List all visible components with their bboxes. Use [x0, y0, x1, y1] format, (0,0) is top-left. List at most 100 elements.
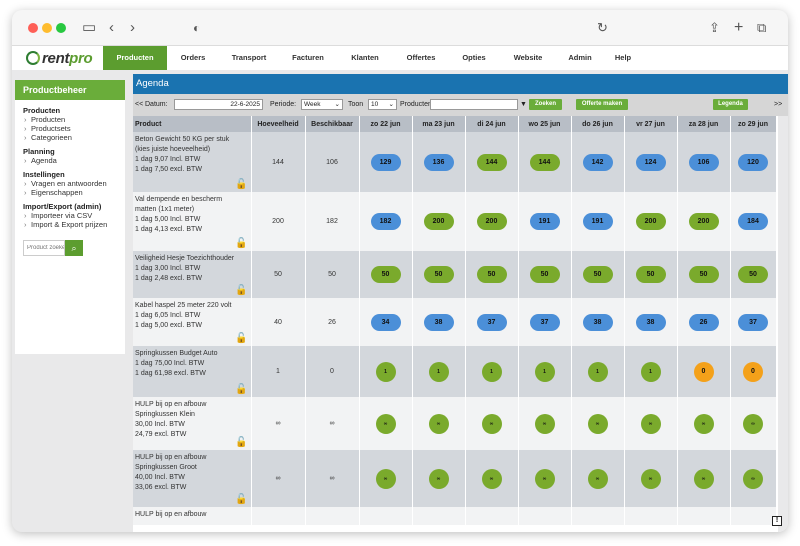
- availability-badge[interactable]: 120: [738, 153, 768, 171]
- next-week-button[interactable]: >>: [774, 101, 783, 108]
- sidebar-link-categorieen[interactable]: Categorieen: [23, 133, 121, 142]
- chevron-left-icon[interactable]: ‹: [109, 19, 114, 36]
- availability-badge[interactable]: 200: [635, 213, 666, 230]
- availability-badge[interactable]: 182: [370, 213, 401, 230]
- nav-item-klanten[interactable]: Klanten: [351, 53, 379, 62]
- nav-item-opties[interactable]: Opties: [462, 53, 486, 62]
- availability-badge[interactable]: 200: [688, 213, 719, 230]
- availability-badge[interactable]: 1: [375, 361, 396, 382]
- availability-badge[interactable]: ∞: [481, 413, 502, 434]
- product-search-input[interactable]: [23, 240, 65, 256]
- availability-badge[interactable]: 50: [582, 266, 613, 283]
- lock-icon[interactable]: 🔓: [235, 384, 248, 395]
- nav-item-website[interactable]: Website: [513, 53, 543, 62]
- sidebar-link-agenda[interactable]: Agenda: [23, 156, 121, 165]
- availability-badge[interactable]: 1: [481, 361, 502, 382]
- product-name[interactable]: Veiligheid Hesje Toezichthouder: [135, 255, 235, 262]
- vertical-scrollbar[interactable]: [778, 116, 788, 532]
- availability-badge[interactable]: 34: [370, 313, 401, 331]
- product-name[interactable]: Val dempende en bescherm matten (1x1 met…: [135, 196, 223, 213]
- availability-badge[interactable]: 37: [476, 313, 507, 331]
- availability-badge[interactable]: 1: [587, 361, 608, 382]
- reload-icon[interactable]: ↻: [597, 20, 608, 35]
- availability-badge[interactable]: ∞: [693, 413, 714, 434]
- availability-badge[interactable]: 50: [635, 266, 666, 283]
- column-header[interactable]: Hoeveelheid: [251, 116, 306, 132]
- lock-icon[interactable]: 🔓: [235, 285, 248, 296]
- search-icon[interactable]: ⌕: [65, 240, 83, 256]
- product-name[interactable]: HULP bij op en afbouw Springkussen Klein: [135, 401, 207, 418]
- availability-badge[interactable]: 50: [423, 266, 454, 283]
- minimize-window-button[interactable]: [42, 23, 52, 33]
- sidebar-link-vragen-en-antwoorden[interactable]: Vragen en antwoorden: [23, 179, 121, 188]
- period-select[interactable]: Week ⌄: [301, 99, 343, 110]
- nav-item-admin[interactable]: Admin: [568, 53, 592, 62]
- product-name[interactable]: HULP bij op en afbouw Springkussen Groot: [135, 454, 207, 471]
- availability-badge[interactable]: 144: [476, 153, 507, 171]
- exclamation-icon[interactable]: !: [772, 516, 782, 526]
- availability-badge[interactable]: ∞: [428, 468, 449, 489]
- availability-badge[interactable]: ∞: [375, 413, 396, 434]
- availability-badge[interactable]: 136: [423, 153, 454, 171]
- sidebar-link-eigenschappen[interactable]: Eigenschappen: [23, 188, 121, 197]
- availability-badge[interactable]: ∞: [428, 413, 449, 434]
- availability-badge[interactable]: 106: [688, 153, 719, 171]
- maximize-window-button[interactable]: [56, 23, 66, 33]
- legend-button[interactable]: Legenda: [713, 99, 748, 110]
- availability-badge[interactable]: ∞: [693, 468, 714, 489]
- tabs-icon[interactable]: ⧉: [757, 20, 767, 35]
- dropdown-arrow-icon[interactable]: ▼: [520, 101, 527, 108]
- availability-badge[interactable]: ∞: [481, 468, 502, 489]
- sidebar-link-producten[interactable]: Producten: [23, 115, 121, 124]
- close-window-button[interactable]: [28, 23, 38, 33]
- availability-badge[interactable]: ∞: [375, 468, 396, 489]
- rentpro-logo[interactable]: rentpro: [26, 48, 93, 68]
- lock-icon[interactable]: 🔓: [235, 494, 248, 505]
- product-name[interactable]: Kabel haspel 25 meter 220 volt: [135, 302, 232, 309]
- nav-item-facturen[interactable]: Facturen: [292, 53, 324, 62]
- previous-week-button[interactable]: <<: [135, 101, 144, 108]
- availability-badge[interactable]: 124: [635, 153, 666, 171]
- product-name[interactable]: Springkussen Budget Auto: [135, 350, 218, 357]
- search-button[interactable]: Zoeken: [529, 99, 562, 110]
- availability-badge[interactable]: 50: [688, 266, 719, 283]
- nav-item-help[interactable]: Help: [614, 53, 632, 62]
- products-input[interactable]: [430, 99, 518, 110]
- availability-badge[interactable]: 142: [582, 153, 613, 171]
- availability-badge[interactable]: 50: [738, 266, 768, 283]
- column-header[interactable]: ma 23 jun: [412, 116, 466, 132]
- availability-badge[interactable]: 1: [428, 361, 449, 382]
- product-name[interactable]: Beton Gewicht 50 KG per stuk (kies juist…: [135, 136, 230, 153]
- lock-icon[interactable]: 🔓: [235, 238, 248, 249]
- column-header[interactable]: zo 22 jun: [359, 116, 413, 132]
- availability-badge[interactable]: ∞: [587, 468, 608, 489]
- create-quote-button[interactable]: Offerte maken: [576, 99, 628, 110]
- date-input[interactable]: 22-6-2025: [174, 99, 263, 110]
- sidebar-link-importeer-via-csv[interactable]: Importeer via CSV: [23, 211, 121, 220]
- nav-item-orders[interactable]: Orders: [180, 53, 206, 62]
- nav-item-producten[interactable]: Producten: [103, 46, 167, 70]
- availability-badge[interactable]: 191: [529, 213, 560, 230]
- availability-badge[interactable]: ∞: [534, 413, 555, 434]
- availability-badge[interactable]: 1: [534, 361, 555, 382]
- plus-icon[interactable]: +: [734, 19, 744, 36]
- sidebar-link-import-export-prijzen[interactable]: Import & Export prijzen: [23, 220, 121, 229]
- availability-badge[interactable]: 200: [423, 213, 454, 230]
- availability-badge[interactable]: 50: [370, 266, 401, 283]
- availability-badge[interactable]: 129: [370, 153, 401, 171]
- availability-badge[interactable]: 0: [743, 361, 763, 382]
- column-header[interactable]: za 28 jun: [677, 116, 731, 132]
- availability-badge[interactable]: 1: [640, 361, 661, 382]
- lock-icon[interactable]: 🔓: [235, 179, 248, 190]
- availability-badge[interactable]: 26: [688, 313, 719, 331]
- availability-badge[interactable]: 184: [738, 213, 768, 230]
- availability-badge[interactable]: ∞: [743, 468, 763, 489]
- nav-item-transport[interactable]: Transport: [231, 53, 267, 62]
- availability-badge[interactable]: 191: [582, 213, 613, 230]
- availability-badge[interactable]: ∞: [640, 468, 661, 489]
- column-header[interactable]: Product: [133, 116, 252, 132]
- availability-badge[interactable]: 38: [582, 313, 613, 331]
- availability-badge[interactable]: ∞: [587, 413, 608, 434]
- availability-badge[interactable]: 38: [423, 313, 454, 331]
- availability-badge[interactable]: 200: [476, 213, 507, 230]
